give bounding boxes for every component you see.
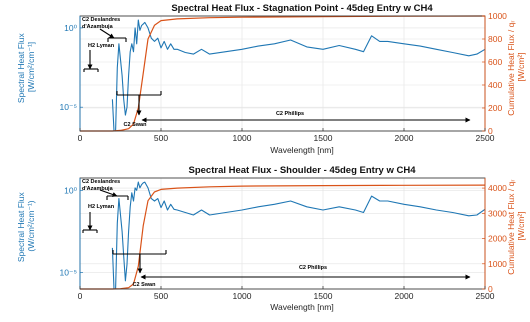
plot-area — [80, 178, 485, 289]
y-axis-label-right-line1: Cumulative Heat Flux / qᵣ — [506, 180, 516, 275]
annotation-label-deslandres-line1: C2 Deslandres — [82, 179, 120, 185]
annotation-arrow-deslandres — [99, 28, 115, 39]
y-right-tick-label: 400 — [488, 80, 502, 90]
annotation-label-deslandres-line2: d'Azambuja — [82, 24, 114, 30]
annotation-label-deslandres-line1: C2 Deslandres — [82, 17, 120, 23]
y-right-tick-label: 3000 — [488, 208, 507, 218]
annotation-label-swan: C2 Swan — [124, 122, 148, 128]
y-left-tick-label: 10⁰ — [64, 185, 77, 195]
y-right-tick-label: 0 — [488, 126, 493, 136]
chart-title: Spectral Heat Flux - Stagnation Point - … — [171, 3, 433, 14]
x-axis-label: Wavelength [nm] — [270, 145, 333, 155]
x-tick-label: 500 — [154, 291, 168, 301]
x-tick-label: 1000 — [233, 291, 252, 301]
annotation-label-phillips: C2 Phillips — [299, 265, 327, 271]
y-axis-label-right: Cumulative Heat Flux / qᵣ [W/cm²] — [506, 18, 526, 115]
y-left-tick-label: 10⁻⁵ — [60, 102, 77, 112]
x-tick-label: 1500 — [314, 291, 333, 301]
annotation-label-swan: C2 Swan — [133, 282, 157, 288]
series-cumulative-heat-flux-line — [80, 15, 486, 132]
chart-title: Spectral Heat Flux - Shoulder - 45deg En… — [189, 165, 417, 176]
chart-panel-stagnation: 0 500 1000 1500 2000 2500 10⁻⁵ 10⁰ 0 200 400 600 800… — [16, 3, 526, 155]
x-tick-label: 2000 — [395, 291, 414, 301]
y-axis-label-left-line1: Spectral Heat Flux — [16, 191, 26, 262]
y-left-tick-label: 10⁻⁵ — [60, 268, 77, 278]
x-tick-label: 1500 — [314, 133, 333, 143]
y-axis-label-right-line2: [W/cm²] — [516, 52, 526, 81]
x-tick-label: 2500 — [476, 133, 495, 143]
annotation-label-phillips: C2 Phillips — [276, 111, 304, 117]
y-right-tick-label: 0 — [488, 284, 493, 294]
y-axis-label-left-line2: (W/cm²/cm⁻¹) — [26, 200, 36, 251]
y-axis-label-right: Cumulative Heat Flux / qᵣ [W/cm²] — [506, 177, 526, 274]
y-right-tick-label: 4000 — [488, 183, 507, 193]
y-axis-label-left: Spectral Heat Flux (W/cm²/cm⁻¹) — [16, 190, 36, 262]
annotation-label-lyman: H2 Lyman — [88, 204, 115, 210]
annotation-label-deslandres-line2: d'Azambuja — [82, 186, 114, 192]
y-right-tick-label: 1000 — [488, 11, 507, 21]
y-right-tick-label: 200 — [488, 103, 502, 113]
series-spectral-heat-flux-line — [111, 181, 486, 290]
y-right-tick-label: 800 — [488, 34, 502, 44]
y-axis-label-left-line2: [W/cm²/cm⁻¹] — [26, 42, 36, 92]
annotation-label-lyman: H2 Lyman — [88, 43, 115, 49]
annotation-arrow-deslandres — [99, 189, 118, 197]
x-tick-label: 0 — [78, 291, 83, 301]
annotation-label-deslandres: C2 Deslandres d'Azambuja — [82, 179, 122, 192]
y-left-tick-label: 10⁰ — [64, 23, 77, 33]
y-right-tick-label: 2000 — [488, 234, 507, 244]
x-tick-label: 0 — [78, 133, 83, 143]
y-axis-label-left: Spectral Heat Flux [W/cm²/cm⁻¹] — [16, 31, 36, 103]
plot-area — [80, 16, 485, 131]
y-right-tick-label: 1000 — [488, 259, 507, 269]
x-tick-label: 500 — [154, 133, 168, 143]
y-axis-label-left-line1: Spectral Heat Flux — [16, 32, 26, 103]
annotation-label-deslandres: C2 Deslandres d'Azambuja — [82, 17, 122, 30]
chart-panel-shoulder: 0 500 1000 1500 2000 2500 10⁻⁵ 10⁰ 0 1000 2000 3000… — [16, 165, 526, 312]
y-axis-label-right-line2: [W/cm²] — [516, 211, 526, 240]
series-spectral-heat-flux-line — [111, 19, 486, 132]
x-tick-label: 2000 — [395, 133, 414, 143]
y-right-tick-label: 600 — [488, 57, 502, 67]
series-cumulative-heat-flux-line — [80, 184, 486, 290]
x-tick-label: 2500 — [476, 291, 495, 301]
x-axis-label: Wavelength [nm] — [270, 302, 333, 312]
x-tick-label: 1000 — [233, 133, 252, 143]
y-axis-label-right-line1: Cumulative Heat Flux / qᵣ — [506, 21, 516, 116]
